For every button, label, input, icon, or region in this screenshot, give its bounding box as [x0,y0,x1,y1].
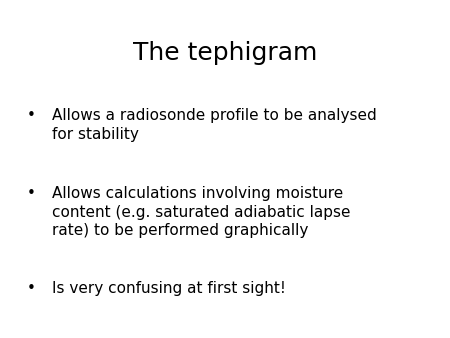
Text: •: • [27,186,36,201]
Text: Allows calculations involving moisture
content (e.g. saturated adiabatic lapse
r: Allows calculations involving moisture c… [52,186,350,238]
Text: Allows a radiosonde profile to be analysed
for stability: Allows a radiosonde profile to be analys… [52,108,377,142]
Text: •: • [27,281,36,295]
Text: The tephigram: The tephigram [133,41,317,65]
Text: Is very confusing at first sight!: Is very confusing at first sight! [52,281,286,295]
Text: •: • [27,108,36,123]
